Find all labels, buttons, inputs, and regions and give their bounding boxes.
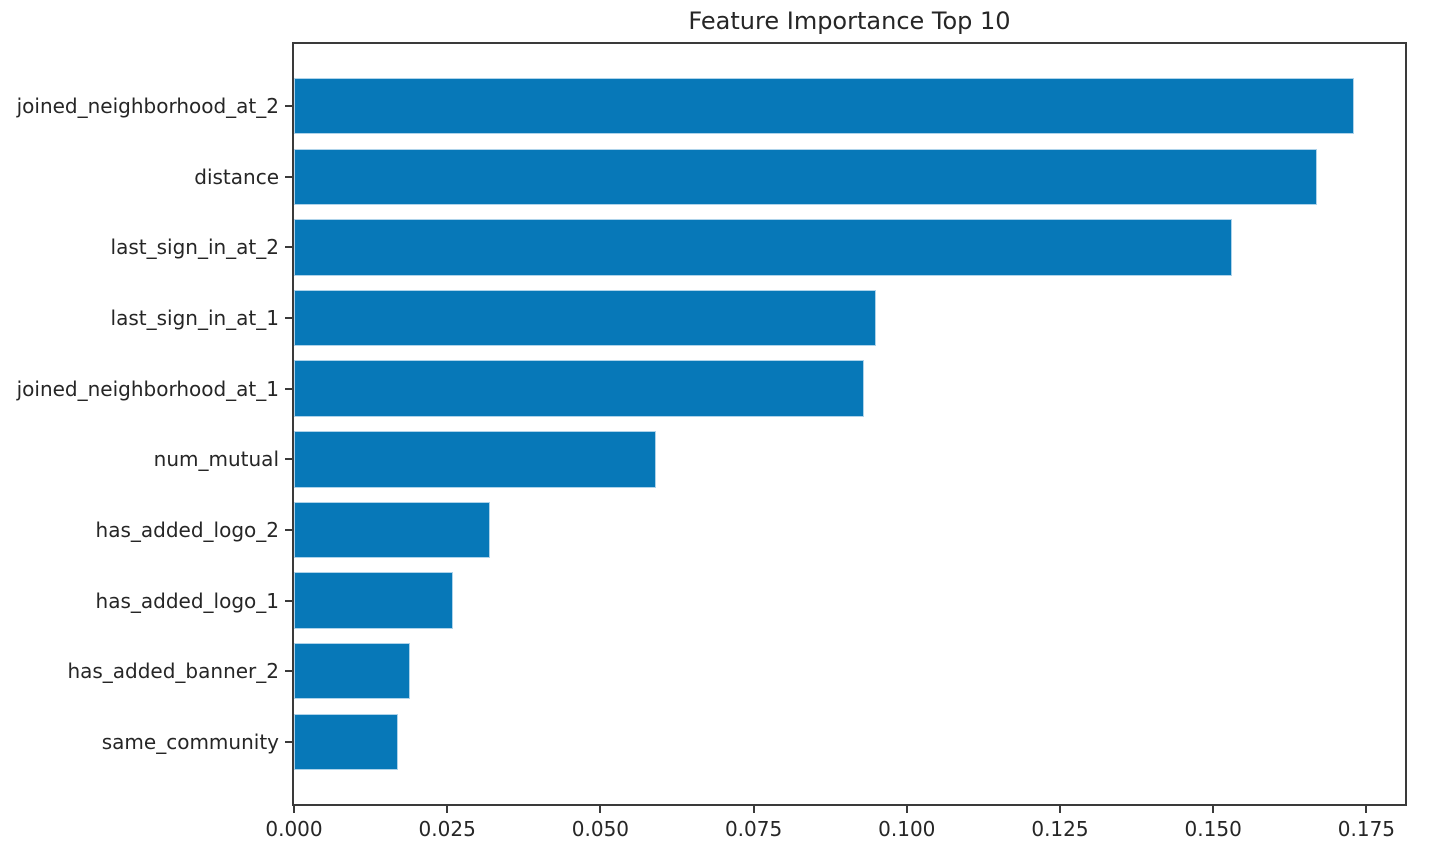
y-tick-label-same_community: same_community xyxy=(101,729,279,754)
y-tick-label-joined_neighborhood_at_1: joined_neighborhood_at_1 xyxy=(16,376,279,401)
bar-has_added_logo_2 xyxy=(294,501,491,559)
x-tick-mark xyxy=(905,806,908,813)
bar-num_mutual xyxy=(294,431,656,488)
y-tick-label-has_added_logo_1: has_added_logo_1 xyxy=(95,588,279,613)
y-tick-label-has_added_banner_2: has_added_banner_2 xyxy=(67,659,279,684)
x-tick-label-0.075: 0.075 xyxy=(724,817,783,841)
plot-area xyxy=(292,42,1407,806)
y-tick-mark xyxy=(285,317,292,320)
x-tick-mark xyxy=(293,806,295,813)
bar-joined_neighborhood_at_2 xyxy=(294,77,1355,135)
x-tick-label-0.175: 0.175 xyxy=(1337,817,1396,841)
x-tick-label-0.050: 0.050 xyxy=(571,817,630,841)
y-tick-label-distance: distance xyxy=(194,164,279,189)
x-tick-label-0.150: 0.150 xyxy=(1184,817,1242,841)
y-tick-label-num_mutual: num_mutual xyxy=(153,447,279,472)
y-tick-mark xyxy=(285,528,292,531)
y-tick-mark xyxy=(285,175,292,178)
bar-has_added_logo_1 xyxy=(294,572,454,629)
chart-title: Feature Importance Top 10 xyxy=(688,7,1011,35)
bar-distance xyxy=(294,148,1318,206)
y-tick-label-has_added_logo_2: has_added_logo_2 xyxy=(95,517,279,542)
y-tick-mark xyxy=(285,387,292,390)
bar-has_added_banner_2 xyxy=(294,642,411,700)
y-tick-mark xyxy=(285,246,292,249)
bar-same_community xyxy=(294,713,399,771)
y-tick-mark xyxy=(285,670,292,673)
y-tick-mark xyxy=(285,458,292,461)
x-tick-label-0.025: 0.025 xyxy=(418,817,476,841)
x-tick-mark xyxy=(1058,806,1061,813)
y-tick-label-joined_neighborhood_at_2: joined_neighborhood_at_2 xyxy=(16,94,279,119)
y-tick-mark xyxy=(285,599,292,602)
bar-joined_neighborhood_at_1 xyxy=(294,360,864,417)
x-tick-mark xyxy=(1365,806,1368,813)
x-tick-label-0.100: 0.100 xyxy=(878,817,936,841)
x-tick-mark xyxy=(752,806,755,813)
y-tick-label-last_sign_in_at_2: last_sign_in_at_2 xyxy=(110,235,279,260)
x-tick-label-0.125: 0.125 xyxy=(1031,817,1089,841)
bar-last_sign_in_at_1 xyxy=(294,289,877,347)
y-tick-mark xyxy=(285,740,292,743)
bar-last_sign_in_at_2 xyxy=(294,219,1232,276)
x-tick-mark xyxy=(1212,806,1215,813)
x-tick-mark xyxy=(599,806,602,813)
y-tick-label-last_sign_in_at_1: last_sign_in_at_1 xyxy=(110,306,279,331)
y-tick-mark xyxy=(285,105,292,108)
x-tick-mark xyxy=(446,806,449,813)
x-tick-label-0.000: 0.000 xyxy=(265,817,323,841)
